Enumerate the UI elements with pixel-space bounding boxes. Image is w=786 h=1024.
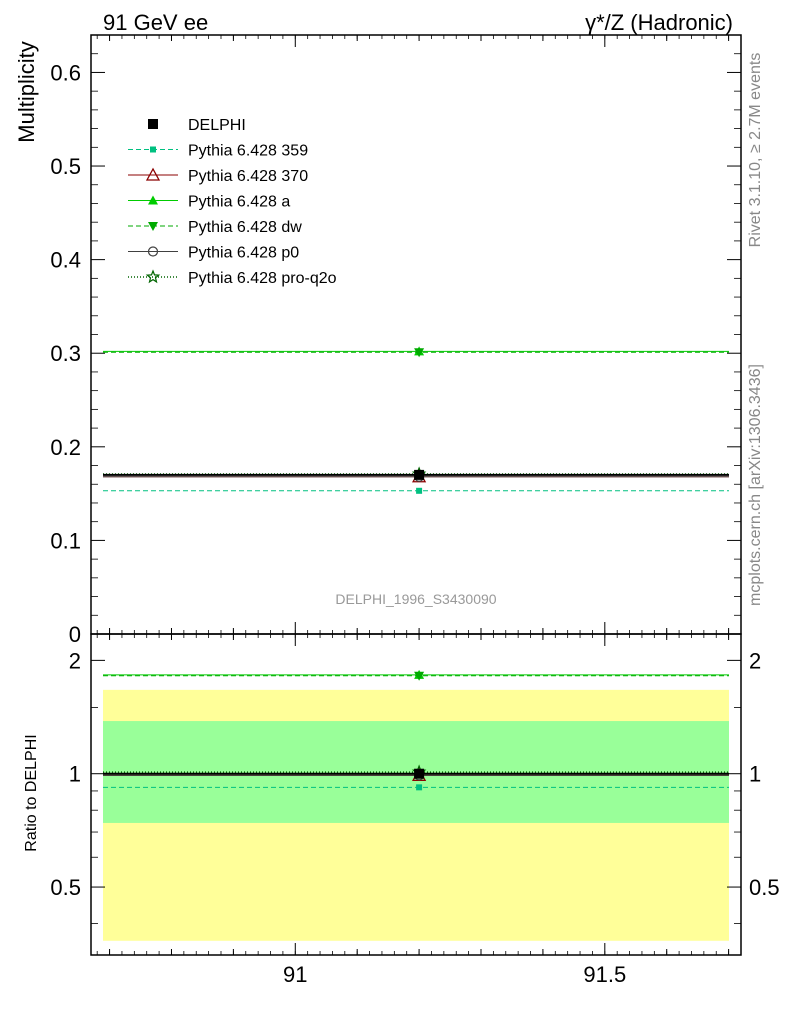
rivet-label: Rivet 3.1.10, ≥ 2.7M events — [747, 53, 764, 248]
ratio-series-marker-1 — [416, 784, 423, 791]
y-tick-label: 0.3 — [50, 341, 81, 366]
y-tick-label: 0.1 — [50, 528, 81, 553]
ratio-y-tick-label: 1 — [69, 762, 81, 787]
legend-label-5: Pythia 6.428 p0 — [188, 245, 299, 262]
x-tick-label: 91.5 — [583, 962, 626, 987]
process-label: γ*/Z (Hadronic) — [585, 10, 733, 35]
main-series-marker-1 — [416, 487, 423, 494]
x-tick-label: 91 — [283, 962, 307, 987]
main-series-marker-4 — [414, 348, 425, 358]
ratio-y-tick-label-right: 0.5 — [749, 875, 780, 900]
ratio-series-marker-0 — [414, 768, 425, 779]
y-tick-label: 0.6 — [50, 60, 81, 85]
legend-label-0: DELPHI — [188, 117, 246, 134]
y-tick-label: 0.2 — [50, 435, 81, 460]
legend-label-4: Pythia 6.428 dw — [188, 219, 302, 236]
legend-marker-2 — [145, 167, 161, 181]
y-tick-label: 0 — [69, 622, 81, 647]
legend-label-1: Pythia 6.428 359 — [188, 143, 308, 160]
analysis-watermark: DELPHI_1996_S3430090 — [335, 591, 496, 607]
y-tick-label: 0.5 — [50, 154, 81, 179]
y-tick-label: 0.4 — [50, 248, 81, 273]
legend-marker-0 — [148, 119, 158, 129]
legend-label-2: Pythia 6.428 370 — [188, 168, 308, 185]
legend: DELPHI Pythia 6.428 359 Pythia 6.428 370 Py… — [128, 117, 337, 287]
ratio-y-tick-label-right: 1 — [749, 762, 761, 787]
ratio-frame — [90, 633, 742, 956]
ratio-y-tick-label: 0.5 — [50, 875, 81, 900]
ratio-panel: 91 91.5 0.5 0.5 1 1 2 2 — [50, 633, 780, 987]
legend-marker-4 — [148, 222, 158, 231]
main-series-marker-0 — [414, 469, 425, 480]
legend-marker-5 — [147, 246, 159, 257]
legend-label-6: Pythia 6.428 pro-q2o — [188, 270, 337, 287]
ratio-y-tick-label: 2 — [69, 648, 81, 673]
ratio-y-tick-label-right: 2 — [749, 648, 761, 673]
legend-label-3: Pythia 6.428 a — [188, 194, 290, 211]
ratio-ylabel: Ratio to DELPHI — [23, 734, 40, 851]
legend-marker-3 — [148, 195, 158, 205]
ratio-series-marker-4 — [414, 671, 425, 681]
legend-marker-6 — [145, 269, 161, 284]
main-ylabel: Multiplicity — [14, 41, 39, 142]
legend-marker-1 — [150, 146, 156, 153]
energy-label: 91 GeV ee — [103, 10, 208, 35]
main-panel: 0 0.1 0.2 0.3 0.4 0.5 0.6 — [50, 34, 742, 647]
mcplots-label: mcplots.cern.ch [arXiv:1306.3436] — [747, 364, 764, 606]
